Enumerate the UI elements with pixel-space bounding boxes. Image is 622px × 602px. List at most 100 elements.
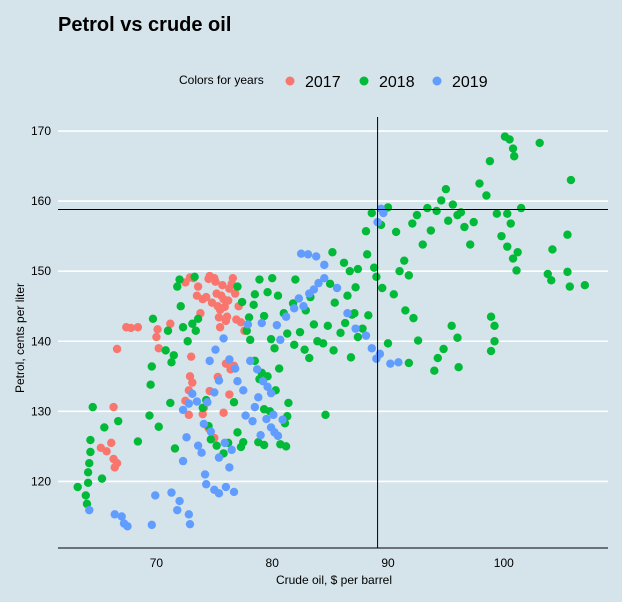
point-2019 bbox=[309, 285, 319, 294]
point-2018 bbox=[383, 339, 393, 348]
point-2018 bbox=[353, 332, 363, 342]
point-2017 bbox=[214, 313, 224, 322]
point-2018 bbox=[193, 314, 203, 324]
point-2018 bbox=[563, 230, 572, 239]
point-2018 bbox=[244, 313, 254, 322]
point-2019 bbox=[214, 453, 224, 462]
point-2018 bbox=[395, 266, 404, 276]
point-2018 bbox=[580, 280, 590, 290]
point-2018 bbox=[510, 152, 519, 161]
point-2018 bbox=[229, 398, 239, 407]
point-2017 bbox=[126, 323, 136, 333]
point-2019 bbox=[332, 283, 342, 293]
point-2019 bbox=[184, 399, 194, 408]
point-2019 bbox=[248, 416, 257, 426]
point-2018 bbox=[233, 282, 242, 291]
point-2017 bbox=[107, 438, 116, 448]
point-2018 bbox=[166, 398, 175, 408]
point-2018 bbox=[547, 276, 556, 285]
point-2018 bbox=[321, 410, 330, 420]
point-2018 bbox=[413, 336, 423, 345]
point-2019 bbox=[225, 463, 234, 472]
point-2018 bbox=[114, 416, 123, 426]
point-2018 bbox=[250, 290, 260, 299]
point-2018 bbox=[300, 345, 309, 354]
point-2019 bbox=[263, 382, 272, 392]
point-2018 bbox=[508, 254, 518, 263]
point-2019 bbox=[254, 393, 263, 402]
point-2019 bbox=[343, 309, 352, 318]
point-2019 bbox=[193, 441, 203, 450]
point-2018 bbox=[154, 422, 163, 431]
point-2018 bbox=[83, 478, 93, 488]
point-2019 bbox=[167, 488, 176, 497]
point-2019 bbox=[211, 345, 220, 354]
point-2018 bbox=[345, 266, 354, 276]
point-2018 bbox=[81, 491, 90, 500]
point-2018 bbox=[88, 402, 97, 412]
point-2019 bbox=[281, 312, 291, 321]
point-2018 bbox=[330, 298, 339, 307]
point-2018 bbox=[343, 291, 352, 300]
point-2019 bbox=[229, 487, 239, 497]
point-2019 bbox=[225, 355, 234, 364]
point-2018 bbox=[486, 346, 496, 356]
point-2019 bbox=[351, 324, 360, 333]
point-2019 bbox=[252, 365, 262, 374]
point-2019 bbox=[227, 445, 236, 455]
point-2017 bbox=[193, 282, 203, 291]
point-2017 bbox=[153, 325, 162, 334]
point-2018 bbox=[82, 499, 92, 509]
point-2019 bbox=[219, 334, 228, 343]
point-2018 bbox=[563, 267, 572, 277]
point-2018 bbox=[178, 323, 188, 332]
point-2018 bbox=[391, 227, 401, 237]
point-2017 bbox=[218, 280, 227, 290]
point-2019 bbox=[184, 510, 194, 519]
x-tick-label: 100 bbox=[494, 556, 514, 570]
point-2018 bbox=[339, 258, 349, 267]
point-2018 bbox=[426, 226, 436, 235]
point-2017 bbox=[230, 289, 240, 298]
legend-title: Colors for years bbox=[179, 73, 264, 87]
point-2018 bbox=[198, 403, 207, 413]
point-2018 bbox=[362, 250, 372, 259]
point-2018 bbox=[340, 318, 350, 328]
y-tick-label: 150 bbox=[31, 264, 51, 278]
point-2017 bbox=[219, 408, 228, 417]
point-2018 bbox=[367, 208, 376, 218]
point-2018 bbox=[486, 312, 496, 321]
point-2018 bbox=[85, 459, 94, 468]
point-2019 bbox=[257, 318, 266, 328]
point-2019 bbox=[276, 335, 285, 345]
legend-label-2018: 2018 bbox=[379, 74, 415, 91]
point-2017 bbox=[112, 344, 122, 354]
point-2017 bbox=[211, 277, 220, 286]
point-2018 bbox=[503, 209, 512, 218]
point-2019 bbox=[290, 304, 299, 313]
point-2018 bbox=[408, 219, 417, 228]
point-2018 bbox=[259, 311, 269, 321]
point-2019 bbox=[110, 510, 119, 519]
point-2018 bbox=[423, 203, 432, 213]
point-2018 bbox=[404, 271, 414, 280]
point-2017 bbox=[152, 332, 161, 342]
point-2019 bbox=[243, 320, 253, 329]
point-2018 bbox=[268, 273, 277, 283]
point-2018 bbox=[97, 474, 107, 483]
point-2018 bbox=[323, 321, 332, 331]
gridlines bbox=[58, 130, 608, 483]
point-2018 bbox=[378, 283, 387, 293]
point-2019 bbox=[220, 438, 229, 448]
point-2019 bbox=[173, 505, 182, 515]
point-2019 bbox=[206, 427, 216, 436]
point-2017 bbox=[198, 409, 207, 419]
point-2019 bbox=[214, 376, 224, 385]
legend: Colors for years 2017 2018 2019 bbox=[179, 73, 488, 91]
point-2019 bbox=[147, 520, 156, 530]
point-2018 bbox=[336, 328, 345, 338]
point-2018 bbox=[249, 300, 258, 310]
point-2019 bbox=[202, 480, 211, 489]
point-2018 bbox=[460, 222, 469, 232]
point-2018 bbox=[183, 337, 192, 346]
